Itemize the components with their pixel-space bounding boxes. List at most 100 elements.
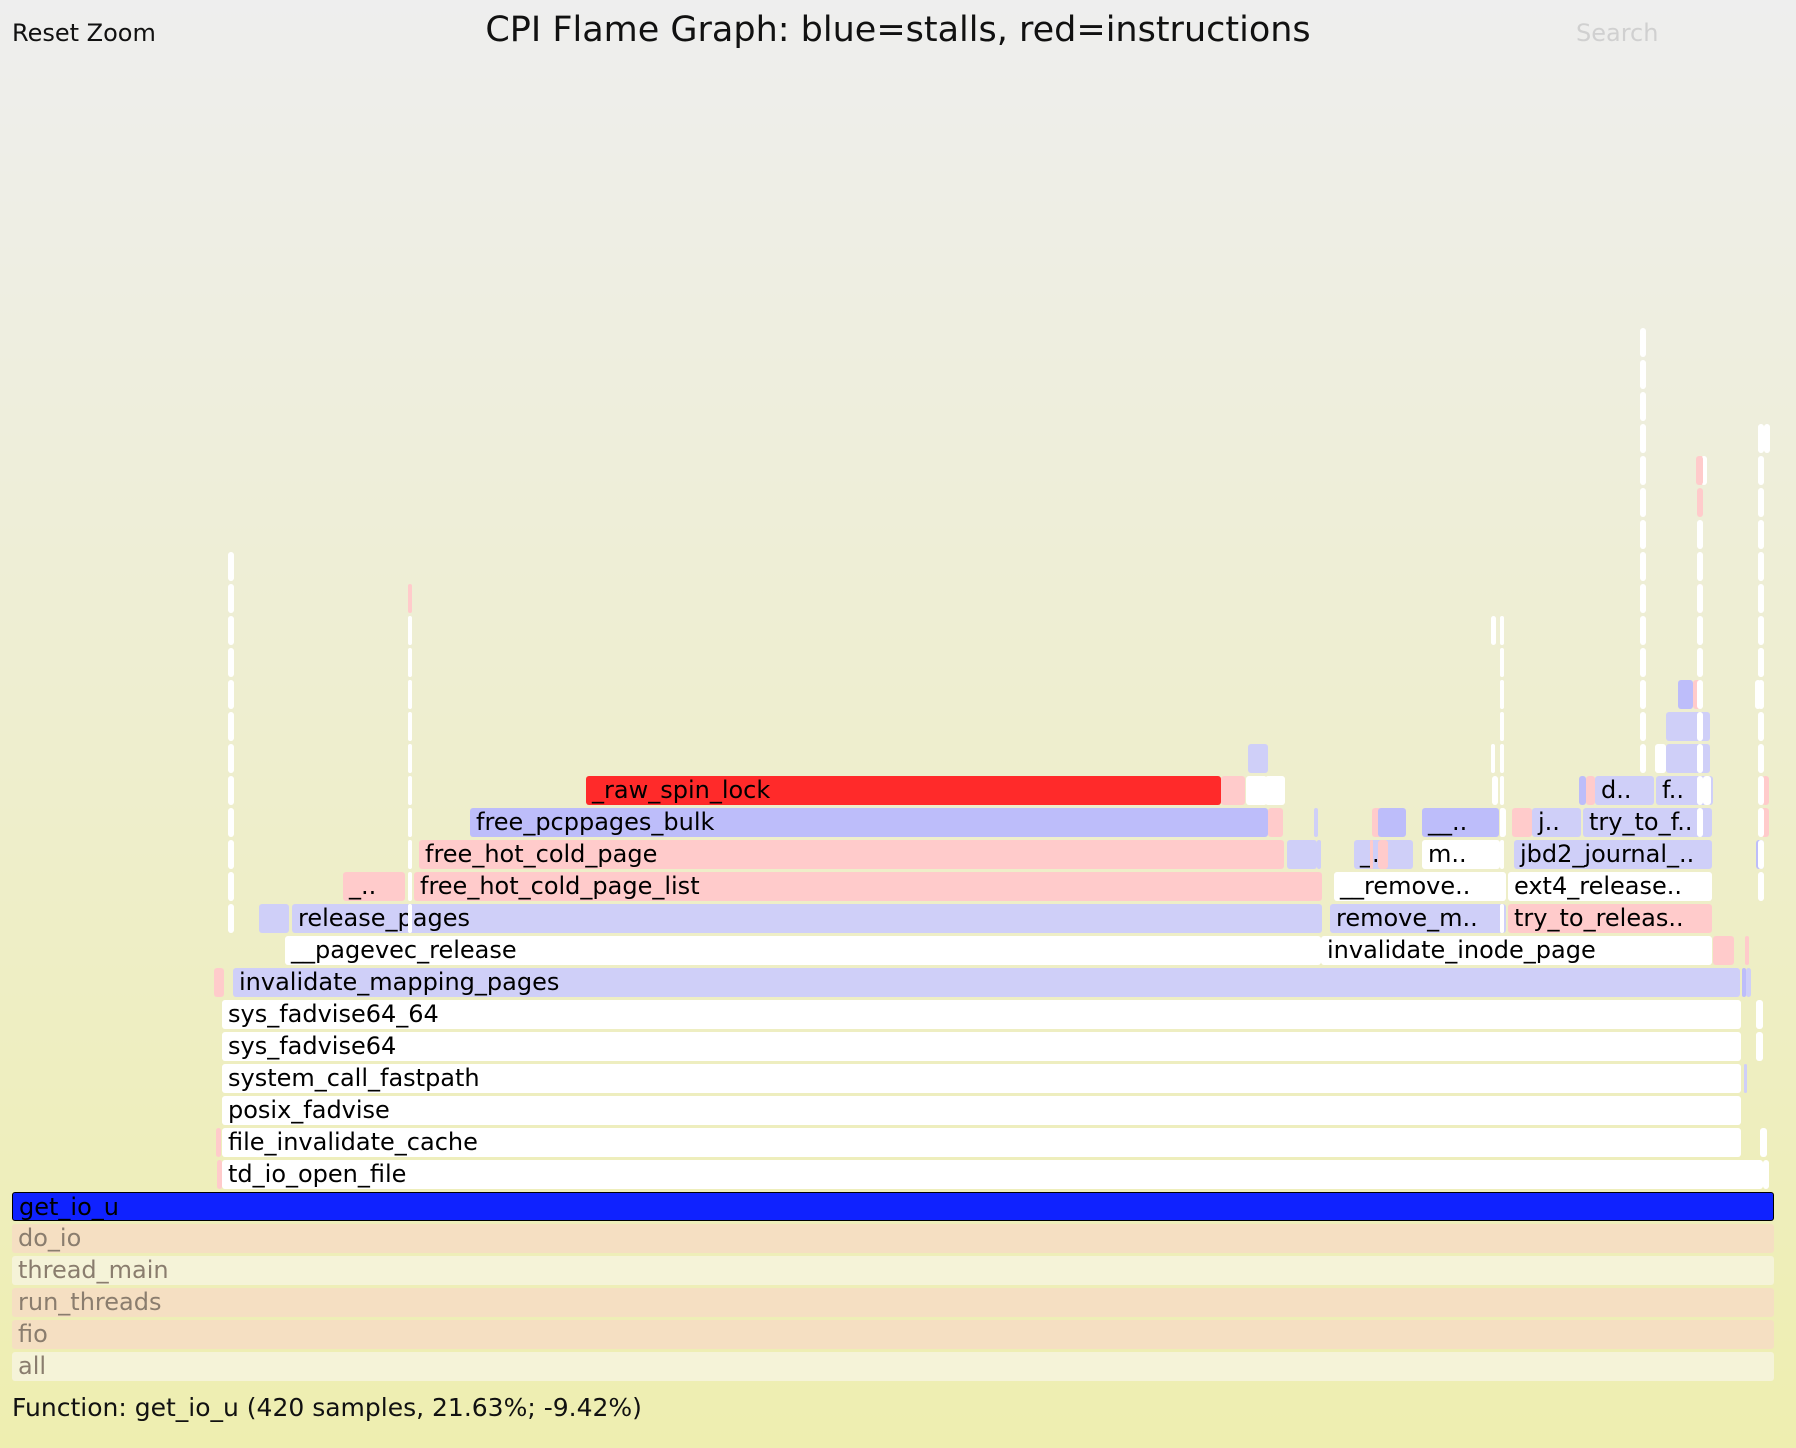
frame-do-io[interactable]: do_io (12, 1224, 1774, 1253)
frame-thread-main[interactable]: thread_main (12, 1256, 1774, 1285)
frame[interactable] (1760, 1128, 1767, 1157)
frame-try-to-f[interactable]: try_to_f.. (1583, 808, 1712, 837)
frame[interactable] (408, 840, 412, 869)
frame[interactable] (1713, 936, 1734, 965)
frame[interactable] (228, 584, 234, 613)
frame[interactable] (228, 776, 234, 805)
frame[interactable] (1268, 808, 1283, 837)
frame[interactable] (1758, 712, 1764, 741)
frame[interactable] (1586, 776, 1595, 805)
frame[interactable] (1491, 744, 1495, 773)
frame[interactable] (1746, 968, 1751, 997)
frame-posix-fadvise[interactable]: posix_fadvise (222, 1096, 1741, 1125)
frame[interactable] (1500, 904, 1504, 933)
frame[interactable] (1640, 680, 1646, 709)
frame[interactable] (228, 648, 234, 677)
frame[interactable] (1221, 776, 1245, 805)
frame[interactable] (1703, 776, 1711, 805)
frame-d[interactable]: d.. (1595, 776, 1654, 805)
frame-remove-m[interactable]: remove_m.. (1330, 904, 1506, 933)
frame[interactable] (1758, 680, 1764, 709)
frame[interactable] (1500, 808, 1504, 837)
frame-invalidate-inode-page[interactable]: invalidate_inode_page (1321, 936, 1712, 965)
frame[interactable] (1500, 872, 1504, 901)
frame[interactable] (1640, 520, 1646, 549)
frame[interactable] (408, 616, 412, 645)
frame-free-hot-cold-page-list[interactable]: free_hot_cold_page_list (414, 872, 1322, 901)
frame[interactable] (214, 968, 224, 997)
frame[interactable] (1697, 616, 1703, 645)
frame[interactable] (1697, 584, 1703, 613)
frame[interactable] (1512, 808, 1532, 837)
frame-get-io-u[interactable]: get_io_u (12, 1192, 1774, 1221)
frame[interactable] (1763, 1160, 1769, 1189)
frame[interactable] (1756, 1000, 1763, 1029)
frame[interactable] (1758, 520, 1764, 549)
frame[interactable] (408, 584, 412, 613)
frame[interactable] (1758, 552, 1764, 581)
frame[interactable] (1666, 712, 1710, 741)
frame[interactable] (1640, 392, 1646, 421)
frame-sys-fadvise64[interactable]: sys_fadvise64 (222, 1032, 1741, 1061)
frame[interactable] (1756, 1032, 1763, 1061)
frame-sys-fadvise64-64[interactable]: sys_fadvise64_64 (222, 1000, 1741, 1029)
frame[interactable] (1666, 744, 1710, 773)
frame-invalidate-mapping-pages[interactable]: invalidate_mapping_pages (233, 968, 1740, 997)
frame-ext4-release[interactable]: ext4_release.. (1508, 872, 1712, 901)
frame[interactable] (1500, 776, 1504, 805)
frame[interactable] (217, 1160, 222, 1189)
frame[interactable] (1287, 840, 1317, 869)
frame[interactable] (1758, 648, 1764, 677)
frame[interactable] (1745, 936, 1749, 965)
frame[interactable] (228, 904, 234, 933)
frame[interactable] (408, 648, 412, 677)
frame[interactable] (1744, 1064, 1747, 1093)
frame[interactable] (1758, 872, 1764, 901)
frame[interactable] (1758, 488, 1764, 517)
frame[interactable] (1742, 968, 1746, 997)
frame-run-threads[interactable]: run_threads (12, 1288, 1774, 1317)
frame[interactable] (1640, 328, 1646, 357)
frame[interactable] (1640, 744, 1646, 773)
frame[interactable] (1378, 840, 1388, 869)
frame[interactable] (1640, 584, 1646, 613)
frame[interactable] (1314, 808, 1318, 837)
frame[interactable] (1758, 424, 1764, 453)
frame-raw-spin-lock[interactable]: _raw_spin_lock (586, 776, 1221, 805)
frame-file-invalidate-cache[interactable]: file_invalidate_cache (222, 1128, 1741, 1157)
reset-zoom-button[interactable]: Reset Zoom (12, 19, 156, 47)
frame[interactable] (1500, 616, 1504, 645)
frame[interactable] (1640, 424, 1646, 453)
frame[interactable] (1640, 552, 1646, 581)
frame[interactable] (1640, 712, 1646, 741)
frame[interactable] (408, 744, 412, 773)
frame[interactable] (1640, 456, 1646, 485)
frame[interactable] (1758, 776, 1764, 805)
frame-td-io-open-file[interactable]: td_io_open_file (222, 1160, 1763, 1189)
frame[interactable] (1579, 776, 1586, 805)
frame-[interactable]: __.. (1422, 808, 1499, 837)
frame-[interactable]: _.. (343, 872, 405, 901)
frame-release-pages[interactable]: release_pages (292, 904, 1322, 933)
frame[interactable] (1265, 776, 1285, 805)
frame[interactable] (228, 680, 234, 709)
frame-free-hot-cold-page[interactable]: free_hot_cold_page (419, 840, 1284, 869)
frame[interactable] (1500, 840, 1504, 869)
frame[interactable] (1655, 744, 1666, 773)
frame-jbd2-journal[interactable]: jbd2_journal_.. (1514, 840, 1712, 869)
frame[interactable] (228, 616, 234, 645)
frame-fio[interactable]: fio (12, 1320, 1774, 1349)
frame[interactable] (1370, 840, 1373, 869)
frame[interactable] (228, 840, 234, 869)
frame[interactable] (1317, 840, 1321, 869)
frame[interactable] (228, 712, 234, 741)
frame[interactable] (1697, 808, 1703, 837)
frame[interactable] (1246, 776, 1267, 805)
frame[interactable] (1701, 456, 1707, 485)
frame[interactable] (1678, 680, 1693, 709)
frame-try-to-releas[interactable]: try_to_releas.. (1508, 904, 1712, 933)
frame[interactable] (1764, 424, 1770, 453)
frame[interactable] (259, 904, 289, 933)
frame[interactable] (1248, 744, 1268, 773)
frame[interactable] (1640, 360, 1646, 389)
